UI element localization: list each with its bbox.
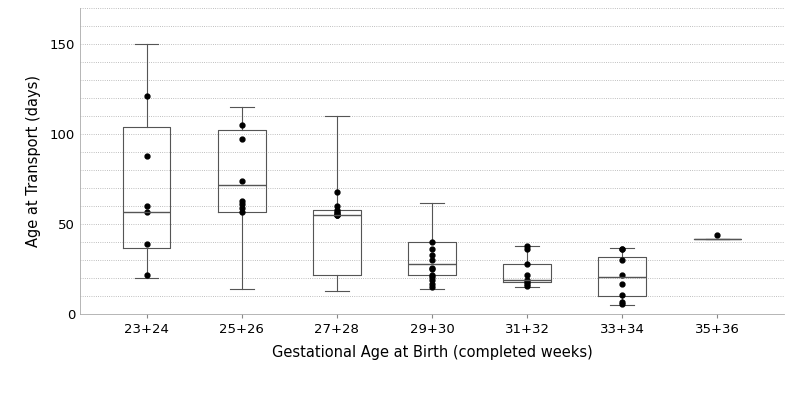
X-axis label: Gestational Age at Birth (completed weeks): Gestational Age at Birth (completed week… (272, 345, 592, 360)
Y-axis label: Age at Transport (days): Age at Transport (days) (26, 75, 42, 247)
